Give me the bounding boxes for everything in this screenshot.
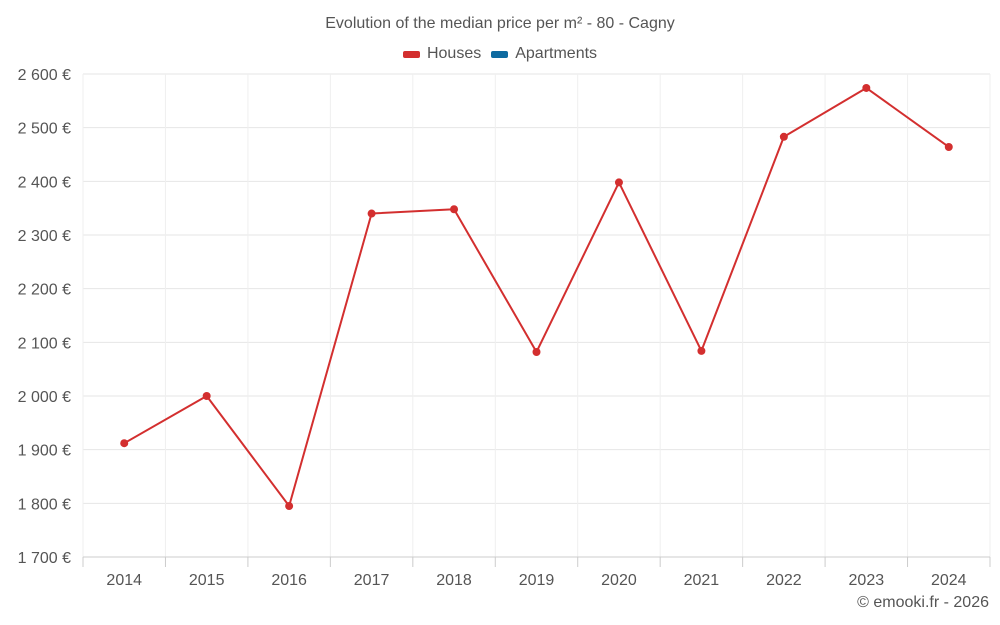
- y-tick-label: 2 200 €: [18, 282, 71, 299]
- legend-label-apartments: Apartments: [515, 45, 598, 62]
- y-tick-label: 2 500 €: [18, 121, 71, 138]
- y-tick-label: 2 400 €: [18, 174, 71, 191]
- data-point-houses-2014[interactable]: [120, 439, 129, 448]
- x-tick-label: 2018: [436, 572, 472, 589]
- chart-title: Evolution of the median price per m² - 8…: [325, 15, 675, 32]
- y-tick-label: 1 800 €: [18, 496, 71, 513]
- x-tick-label: 2014: [106, 572, 142, 589]
- series-layer: [120, 83, 953, 511]
- legend-label-houses: Houses: [426, 45, 482, 62]
- data-point-houses-2018[interactable]: [450, 205, 459, 214]
- data-point-houses-2015[interactable]: [202, 392, 211, 400]
- x-tick-label: 2020: [601, 572, 637, 589]
- legend-swatch-apartments: [491, 50, 509, 58]
- x-tick-label: 2024: [931, 572, 967, 589]
- data-point-houses-2024[interactable]: [944, 142, 953, 151]
- x-tick-label: 2021: [684, 572, 720, 589]
- x-tick-label: 2023: [849, 572, 885, 589]
- data-point-houses-2017[interactable]: [367, 209, 376, 218]
- legend-item-houses[interactable]: Houses: [402, 45, 482, 63]
- x-tick-label: 2022: [766, 572, 802, 589]
- y-tick-label: 2 000 €: [18, 389, 71, 406]
- footer-credit: © emooki.fr - 2026: [857, 594, 989, 611]
- grid: [82, 73, 991, 558]
- x-tick-label: 2019: [519, 572, 555, 589]
- data-point-houses-2021[interactable]: [697, 346, 706, 355]
- data-point-houses-2019[interactable]: [532, 347, 541, 356]
- y-tick-label: 2 100 €: [18, 335, 71, 352]
- data-point-houses-2020[interactable]: [614, 178, 623, 187]
- legend: Houses Apartments: [0, 45, 1000, 63]
- y-tick-label: 1 700 €: [18, 550, 71, 567]
- x-tick-label: 2016: [271, 572, 307, 589]
- x-tick-label: 2015: [189, 572, 225, 589]
- data-point-houses-2022[interactable]: [779, 132, 788, 141]
- legend-item-apartments[interactable]: Apartments: [491, 45, 597, 63]
- data-point-houses-2016[interactable]: [285, 502, 294, 511]
- y-tick-label: 1 900 €: [18, 443, 71, 460]
- legend-swatch-houses: [402, 50, 420, 58]
- x-tick-label: 2017: [354, 572, 390, 589]
- axes: 1 700 € 1 800 € 1 900 € 2 000 € 2 100 € 2 200…: [18, 67, 991, 589]
- y-tick-label: 2 300 €: [18, 228, 71, 245]
- data-point-houses-2023[interactable]: [862, 83, 871, 92]
- y-tick-label: 2 600 €: [18, 67, 71, 84]
